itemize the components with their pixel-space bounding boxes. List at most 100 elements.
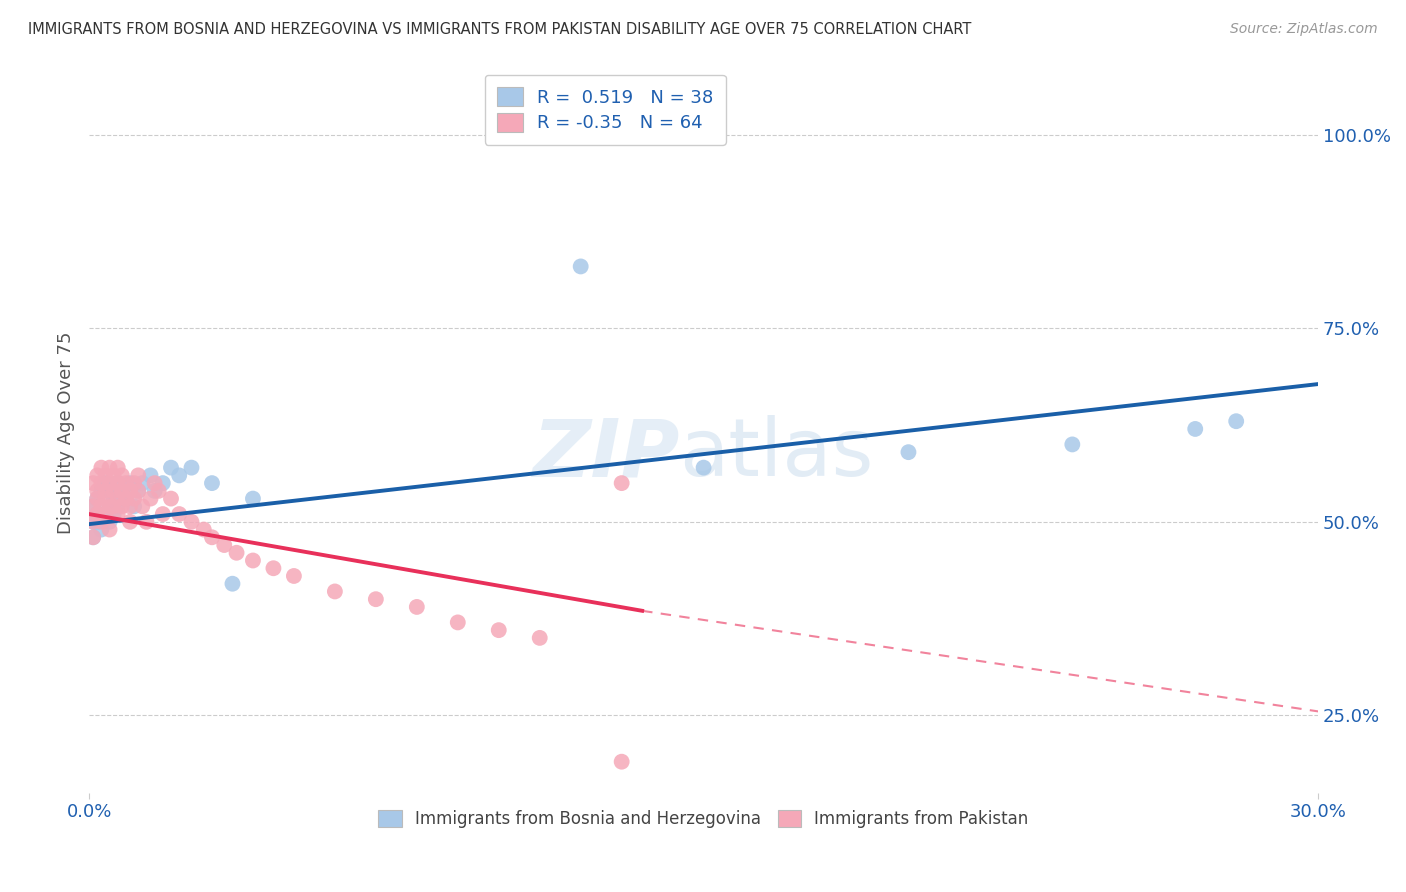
Point [82,500,104,514]
Point [1062,437,1084,451]
Point [82,515,104,529]
Point [107,507,129,521]
Point [569,260,592,274]
Point [94,491,117,506]
Point [180,515,202,529]
Point [118,515,141,529]
Point [122,500,145,514]
Point [118,500,141,514]
Point [447,615,470,630]
Point [94,507,117,521]
Point [103,491,125,506]
Point [115,476,138,491]
Point [86,507,108,521]
Point [86,491,108,506]
Point [143,483,166,498]
Point [180,460,202,475]
Point [107,460,129,475]
Point [160,491,183,506]
Point [167,507,190,521]
Point [127,483,149,498]
Point [98,483,121,498]
Point [167,468,190,483]
Point [118,476,141,491]
Point [610,755,633,769]
Point [86,491,108,506]
Point [98,523,121,537]
Point [90,476,112,491]
Point [152,476,174,491]
Point [242,491,264,506]
Point [82,476,104,491]
Point [143,476,166,491]
Point [86,468,108,483]
Point [94,476,117,491]
Point [122,476,145,491]
Point [98,500,121,514]
Point [152,507,174,521]
Point [90,460,112,475]
Point [94,507,117,521]
Point [127,468,149,483]
Point [107,476,129,491]
Point [82,500,104,514]
Point [529,631,551,645]
Point [90,483,112,498]
Point [364,592,387,607]
Point [221,576,243,591]
Point [103,507,125,521]
Text: ZIP: ZIP [531,416,679,493]
Point [103,468,125,483]
Point [122,491,145,506]
Point [111,483,134,498]
Point [115,491,138,506]
Point [90,515,112,529]
Point [103,483,125,498]
Point [139,468,162,483]
Point [98,515,121,529]
Y-axis label: Disability Age Over 75: Disability Age Over 75 [58,332,75,534]
Point [1184,422,1206,436]
Point [98,460,121,475]
Point [118,483,141,498]
Point [86,507,108,521]
Point [90,500,112,514]
Point [131,476,153,491]
Legend: Immigrants from Bosnia and Herzegovina, Immigrants from Pakistan: Immigrants from Bosnia and Herzegovina, … [371,803,1035,835]
Point [323,584,346,599]
Point [897,445,920,459]
Point [160,460,183,475]
Point [94,483,117,498]
Point [225,546,247,560]
Point [107,500,129,514]
Point [115,491,138,506]
Point [214,538,236,552]
Point [692,460,714,475]
Point [131,500,153,514]
Point [1225,414,1247,428]
Point [98,500,121,514]
Point [201,530,224,544]
Point [82,530,104,544]
Point [94,468,117,483]
Point [82,515,104,529]
Text: IMMIGRANTS FROM BOSNIA AND HERZEGOVINA VS IMMIGRANTS FROM PAKISTAN DISABILITY AG: IMMIGRANTS FROM BOSNIA AND HERZEGOVINA V… [28,22,972,37]
Point [283,569,305,583]
Point [103,500,125,514]
Point [488,623,510,637]
Point [111,483,134,498]
Point [86,515,108,529]
Point [139,491,162,506]
Point [610,476,633,491]
Point [98,476,121,491]
Point [127,483,149,498]
Point [201,476,224,491]
Point [90,523,112,537]
Point [193,523,215,537]
Point [148,483,170,498]
Point [135,515,157,529]
Point [111,500,134,514]
Point [107,491,129,506]
Point [405,599,427,614]
Point [86,483,108,498]
